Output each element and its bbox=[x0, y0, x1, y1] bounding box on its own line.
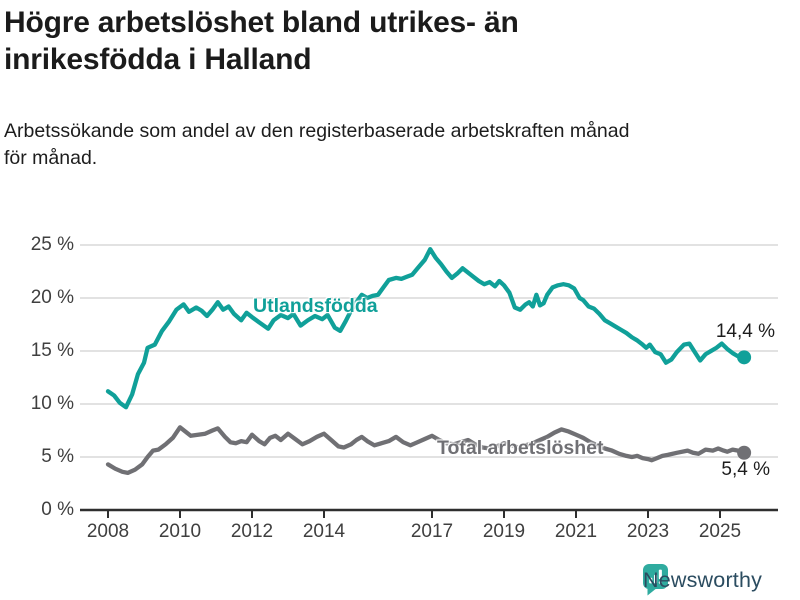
x-axis-label: 2010 bbox=[158, 521, 202, 542]
x-axis-label: 2023 bbox=[626, 521, 670, 542]
newsworthy-wordmark: Newsworthy bbox=[643, 567, 763, 592]
x-axis-label: 2017 bbox=[410, 521, 454, 542]
x-axis-label: 2014 bbox=[302, 521, 346, 542]
y-axis-label: 10 % bbox=[30, 393, 74, 414]
chart-subtitle: Arbetssökande som andel av den registerb… bbox=[4, 120, 630, 169]
series-end-dot-1 bbox=[737, 445, 752, 460]
series-label-utlandsfodda: Utlandsfödda bbox=[253, 295, 378, 317]
x-axis-label: 2025 bbox=[698, 521, 742, 542]
chart-title: Högre arbetslöshet bland utrikes- än inr… bbox=[4, 6, 519, 76]
end-value-utlandsfodda: 14,4 % bbox=[715, 321, 775, 342]
y-axis-label: 20 % bbox=[30, 287, 74, 308]
y-axis-label: 5 % bbox=[41, 446, 74, 467]
x-axis-line-and-ticks bbox=[80, 508, 778, 518]
x-axis-label: 2012 bbox=[230, 521, 274, 542]
newsworthy-logo-icon bbox=[643, 564, 668, 596]
series-end-dot-0 bbox=[737, 350, 752, 365]
x-axis-label: 2021 bbox=[554, 521, 598, 542]
newsworthy-logo: Newsworthy bbox=[643, 563, 762, 597]
end-value-total-arbetsloshet: 5,4 % bbox=[721, 459, 770, 480]
y-axis-label: 15 % bbox=[30, 340, 74, 361]
series-lines bbox=[105, 247, 752, 476]
y-axis-label: 0 % bbox=[41, 499, 74, 520]
x-axis-label: 2008 bbox=[86, 521, 130, 542]
x-axis-label: 2019 bbox=[482, 521, 526, 542]
gridlines bbox=[80, 244, 778, 458]
series-line-1 bbox=[105, 425, 747, 476]
series-line-0 bbox=[105, 247, 747, 410]
series-label-total-arbetsloshet: Total arbetslöshet bbox=[437, 437, 604, 459]
y-axis-label: 25 % bbox=[30, 234, 74, 255]
